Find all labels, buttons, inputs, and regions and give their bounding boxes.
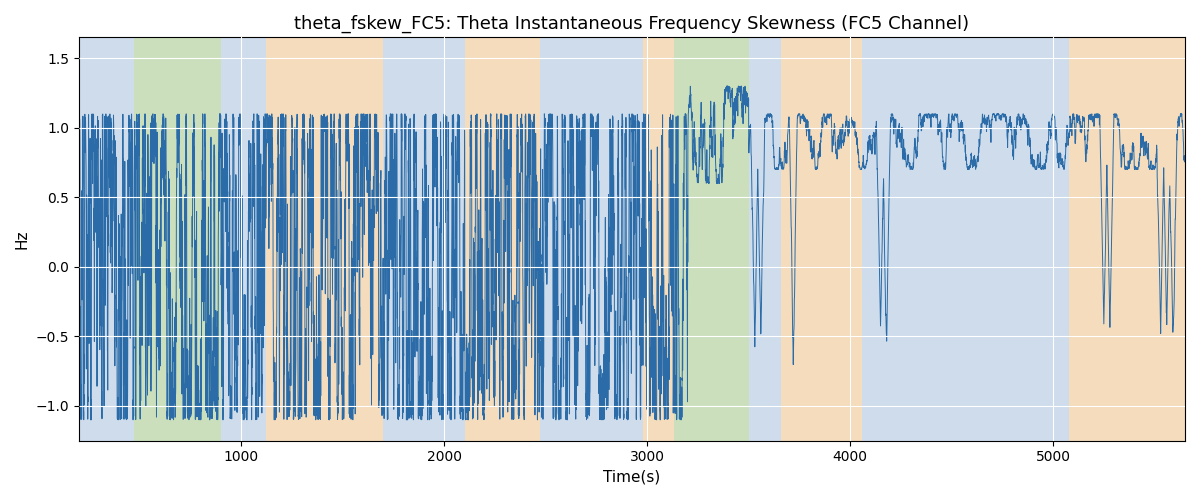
Bar <box>540 38 643 440</box>
Y-axis label: Hz: Hz <box>14 230 30 249</box>
Bar <box>133 38 221 440</box>
Bar <box>673 38 749 440</box>
Bar <box>749 38 781 440</box>
Bar <box>383 38 464 440</box>
Bar <box>265 38 383 440</box>
Bar <box>1069 38 1186 440</box>
X-axis label: Time(s): Time(s) <box>604 470 660 485</box>
Bar <box>781 38 863 440</box>
Bar <box>79 38 133 440</box>
Bar <box>221 38 265 440</box>
Bar <box>464 38 540 440</box>
Bar <box>1033 38 1069 440</box>
Bar <box>643 38 673 440</box>
Bar <box>863 38 1033 440</box>
Title: theta_fskew_FC5: Theta Instantaneous Frequency Skewness (FC5 Channel): theta_fskew_FC5: Theta Instantaneous Fre… <box>294 15 970 34</box>
